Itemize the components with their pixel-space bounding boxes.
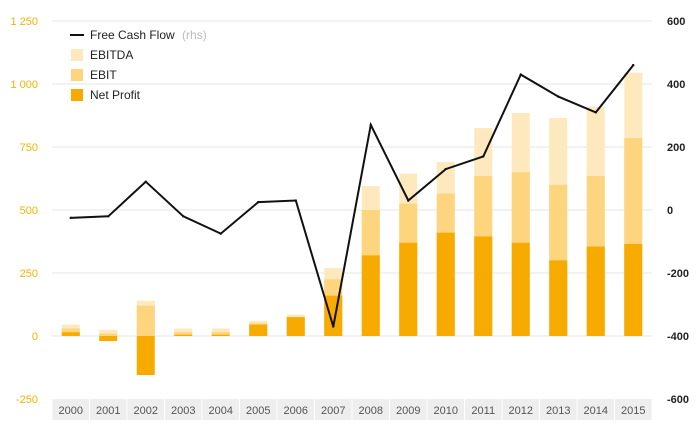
legend-label-ebitda: EBITDA (90, 48, 133, 62)
legend-swatch-ebitda (71, 49, 83, 61)
point-free-cash-flow-2009 (407, 199, 410, 202)
legend-note-rhs: (rhs) (182, 28, 207, 42)
bar-net-profit-2000 (61, 332, 80, 336)
bar-net-profit-2015 (624, 244, 643, 336)
bar-ebit-2004 (211, 332, 230, 336)
x-axis: 2000 2001 2002 2003 2004 2005 2006 2007 2008 2009… (59, 405, 646, 417)
y-right-tick-label: -600 (667, 394, 689, 406)
point-free-cash-flow-2007 (332, 325, 335, 328)
y-left-tick-label: 500 (20, 205, 38, 217)
y-left-tick-label: 250 (20, 268, 38, 280)
y-right-tick-label: 600 (667, 16, 685, 28)
point-free-cash-flow-2012 (519, 73, 522, 76)
x-tick-label: 2010 (434, 405, 458, 417)
x-tick-label: 2001 (96, 405, 120, 417)
bar-net-profit-2009 (399, 242, 418, 336)
x-tick-label: 2009 (396, 405, 420, 417)
y-left-tick-label: 0 (32, 331, 38, 343)
bar-net-profit-2002 (136, 336, 155, 376)
bar-net-profit-2011 (474, 236, 493, 336)
line-free-cash-flow (70, 64, 635, 327)
x-tick-label: 2015 (621, 405, 645, 417)
x-tick-label: 2008 (359, 405, 383, 417)
x-tick-label: 2002 (134, 405, 158, 417)
y-right-tick-label: -400 (667, 331, 689, 343)
bar-net-profit-2007 (324, 295, 343, 336)
point-free-cash-flow-2005 (257, 200, 260, 204)
x-tick-label: 2007 (321, 405, 345, 417)
point-free-cash-flow-2003 (182, 215, 185, 218)
x-tick-label: 2003 (171, 405, 195, 417)
point-free-cash-flow-2001 (107, 215, 110, 218)
legend-swatch-net-profit (71, 89, 83, 101)
point-free-cash-flow-2013 (557, 95, 560, 98)
bar-ebitda-2001 (99, 329, 118, 336)
point-free-cash-flow-2008 (369, 123, 372, 127)
x-tick-label: 2012 (509, 405, 533, 417)
x-tick-label: 2011 (471, 405, 495, 417)
svg-text:Free Cash Flow (rhs): Free Cash Flow (rhs) (90, 28, 207, 42)
x-tick-label: 2000 (59, 405, 83, 417)
y-right-tick-label: 200 (667, 142, 685, 154)
bar-net-profit-2005 (249, 324, 268, 336)
x-tick-label: 2013 (546, 405, 570, 417)
bar-net-profit-2013 (549, 260, 568, 336)
y-left-tick-label: 1 000 (10, 79, 38, 91)
bar-net-profit-2006 (286, 317, 305, 336)
point-free-cash-flow-2010 (444, 167, 447, 171)
left-axis: -250 0 250 500 750 1 000 1 250 (10, 16, 38, 406)
bar-layer (61, 72, 643, 376)
bar-net-profit-2008 (361, 255, 380, 336)
legend-swatch-ebit (71, 69, 83, 81)
line-layer (69, 63, 635, 328)
legend-label-ebit: EBIT (90, 68, 117, 82)
x-tick-label: 2005 (246, 405, 270, 417)
point-free-cash-flow-2004 (219, 232, 222, 235)
x-tick-label: 2006 (284, 405, 308, 417)
y-left-tick-label: 750 (20, 142, 38, 154)
bar-ebit-2003 (174, 332, 193, 336)
legend-label-net-profit: Net Profit (90, 88, 141, 102)
y-right-tick-label: -200 (667, 268, 689, 280)
y-left-tick-label: -250 (16, 394, 38, 406)
bar-ebit-2002 (136, 305, 155, 336)
legend-label-free-cash-flow: Free Cash Flow (90, 28, 175, 42)
point-free-cash-flow-2015 (632, 63, 635, 67)
point-free-cash-flow-2002 (144, 180, 147, 183)
point-free-cash-flow-2000 (69, 216, 72, 220)
bar-ebit-2001 (99, 333, 118, 336)
bar-net-profit-2010 (436, 232, 455, 336)
x-tick-label: 2004 (209, 405, 233, 417)
bar-net-profit-2004 (211, 334, 230, 336)
right-axis: -600 -400 -200 0 200 400 600 (667, 16, 689, 406)
x-tick-label: 2014 (584, 405, 608, 417)
point-free-cash-flow-2006 (294, 199, 297, 202)
legend: Free Cash Flow (rhs) EBITDA EBIT Net Pro… (70, 28, 207, 102)
bar-net-profit-2001 (99, 336, 118, 342)
y-left-tick-label: 1 250 (10, 16, 38, 28)
bar-net-profit-2014 (586, 246, 605, 336)
bar-net-profit-2003 (174, 334, 193, 336)
point-free-cash-flow-2011 (482, 155, 485, 158)
x-axis-band (51, 399, 653, 420)
y-right-tick-label: 0 (667, 205, 673, 217)
bar-net-profit-2012 (511, 242, 530, 336)
point-free-cash-flow-2014 (594, 111, 597, 114)
y-right-tick-label: 400 (667, 79, 685, 91)
